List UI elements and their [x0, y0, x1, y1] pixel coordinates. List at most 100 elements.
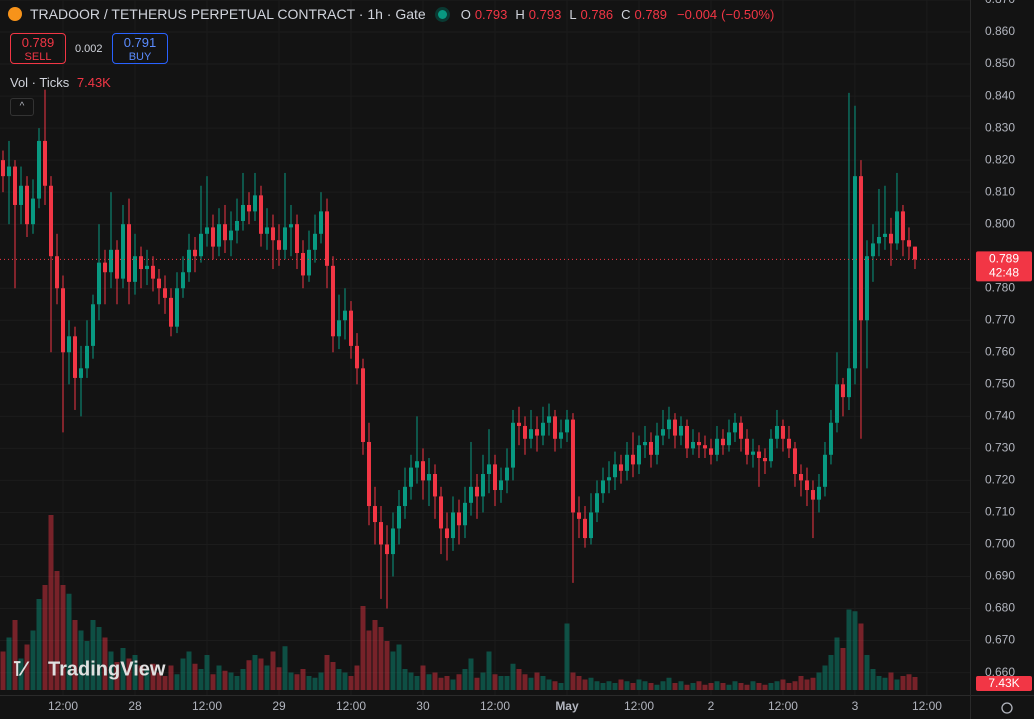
candle-body — [354, 345, 359, 369]
volume-bar — [102, 637, 108, 690]
ohlc-label: C — [621, 6, 631, 22]
candle-body — [54, 256, 59, 289]
volume-bar — [798, 676, 804, 690]
candle-body — [66, 336, 71, 353]
volume-bar — [804, 679, 810, 690]
volume-bar — [294, 674, 300, 690]
header: TRADOOR / TETHERUS PERPETUAL CONTRACT · … — [8, 6, 774, 22]
volume-bar — [144, 669, 150, 690]
volume-tag-label: 7.43K — [988, 676, 1019, 690]
volume-bar — [60, 585, 66, 690]
candle-body — [894, 211, 899, 244]
candle-body — [858, 176, 863, 321]
collapse-button[interactable]: ^ — [10, 98, 34, 116]
candle-body — [324, 211, 329, 266]
volume-bar — [132, 655, 138, 690]
candle-body — [612, 464, 617, 478]
candle-body — [720, 438, 725, 446]
candle-body — [690, 441, 695, 449]
candle-body — [48, 185, 53, 257]
volume-bar — [348, 676, 354, 690]
candle-body — [144, 265, 149, 270]
candle-body — [582, 518, 587, 539]
volume-bar — [252, 655, 258, 690]
candle-body — [6, 166, 11, 177]
candle-body — [108, 249, 113, 273]
settings-icon[interactable] — [1001, 702, 1013, 714]
candle-body — [288, 224, 293, 228]
volume-bar — [714, 681, 720, 690]
candle-body — [240, 204, 245, 221]
volume-bar — [762, 684, 768, 690]
volume-bar — [234, 676, 240, 690]
volume-bar — [858, 623, 864, 690]
candle-body — [882, 233, 887, 238]
ohlc-value: 0.793 — [474, 6, 508, 22]
volume-bar — [432, 672, 438, 690]
candle-body — [912, 246, 917, 260]
volume-bar — [822, 665, 828, 690]
candle-body — [156, 278, 161, 289]
candle-body — [678, 425, 683, 436]
buy-button[interactable]: 0.791 BUY — [112, 33, 168, 64]
sell-button[interactable]: 0.789 SELL — [10, 33, 66, 64]
volume-bar — [558, 683, 564, 690]
volume-bar — [78, 630, 84, 690]
volume-bar — [210, 674, 216, 690]
volume-bar — [342, 672, 348, 690]
volume-bar — [912, 676, 918, 690]
grid — [0, 0, 970, 695]
market-status — [437, 9, 447, 19]
volume-bar — [606, 681, 612, 690]
volume-bar — [654, 684, 660, 690]
volume-title: Vol · Ticks — [10, 75, 70, 90]
last-price-label: 0.789 — [989, 252, 1019, 266]
y-tick-label: 0.810 — [985, 184, 1015, 198]
volume-bar — [732, 681, 738, 690]
y-tick-label: 0.820 — [985, 152, 1015, 166]
candle-body — [348, 310, 353, 346]
candle-body — [684, 425, 689, 449]
candle-body — [30, 198, 35, 225]
candle-body — [450, 512, 455, 539]
change-percent: (−0.50%) — [721, 6, 775, 22]
volume-bar — [54, 571, 60, 690]
volume-bar — [876, 676, 882, 690]
candle-body — [642, 441, 647, 446]
volume-bar — [612, 683, 618, 690]
candle-body — [0, 160, 5, 177]
candle-body — [312, 233, 317, 250]
x-tick-label: 12:00 — [624, 699, 654, 713]
candle-body — [372, 506, 377, 523]
volume-bar — [468, 658, 474, 690]
volume-bar — [648, 683, 654, 690]
spread: 0.002 — [75, 43, 103, 55]
volume-bar — [456, 674, 462, 690]
candle-body — [528, 429, 533, 439]
volume-bar — [552, 681, 558, 690]
volume-bar — [228, 672, 234, 690]
candle-body — [648, 441, 653, 455]
volume-bar — [96, 627, 102, 690]
volume-bar — [480, 672, 486, 690]
candle-body — [870, 243, 875, 257]
candle-body — [24, 185, 29, 225]
volume-bar — [726, 684, 732, 690]
candle-body — [618, 464, 623, 471]
volume-bar — [18, 658, 24, 690]
volume-last: 7.43K — [76, 75, 111, 90]
volume-bar — [708, 683, 714, 690]
volume-bar — [864, 655, 870, 690]
candle-body — [126, 224, 131, 282]
volume-bar — [204, 655, 210, 690]
candle-body — [498, 480, 503, 491]
volume-bar — [636, 679, 642, 690]
candle-body — [510, 422, 515, 468]
candle-body — [576, 512, 581, 519]
volume-bar — [720, 683, 726, 690]
candle-body — [468, 486, 473, 503]
volume-bar — [852, 611, 858, 690]
candle-body — [660, 429, 665, 436]
candle-body — [252, 195, 257, 212]
y-tick-label: 0.740 — [985, 409, 1015, 423]
